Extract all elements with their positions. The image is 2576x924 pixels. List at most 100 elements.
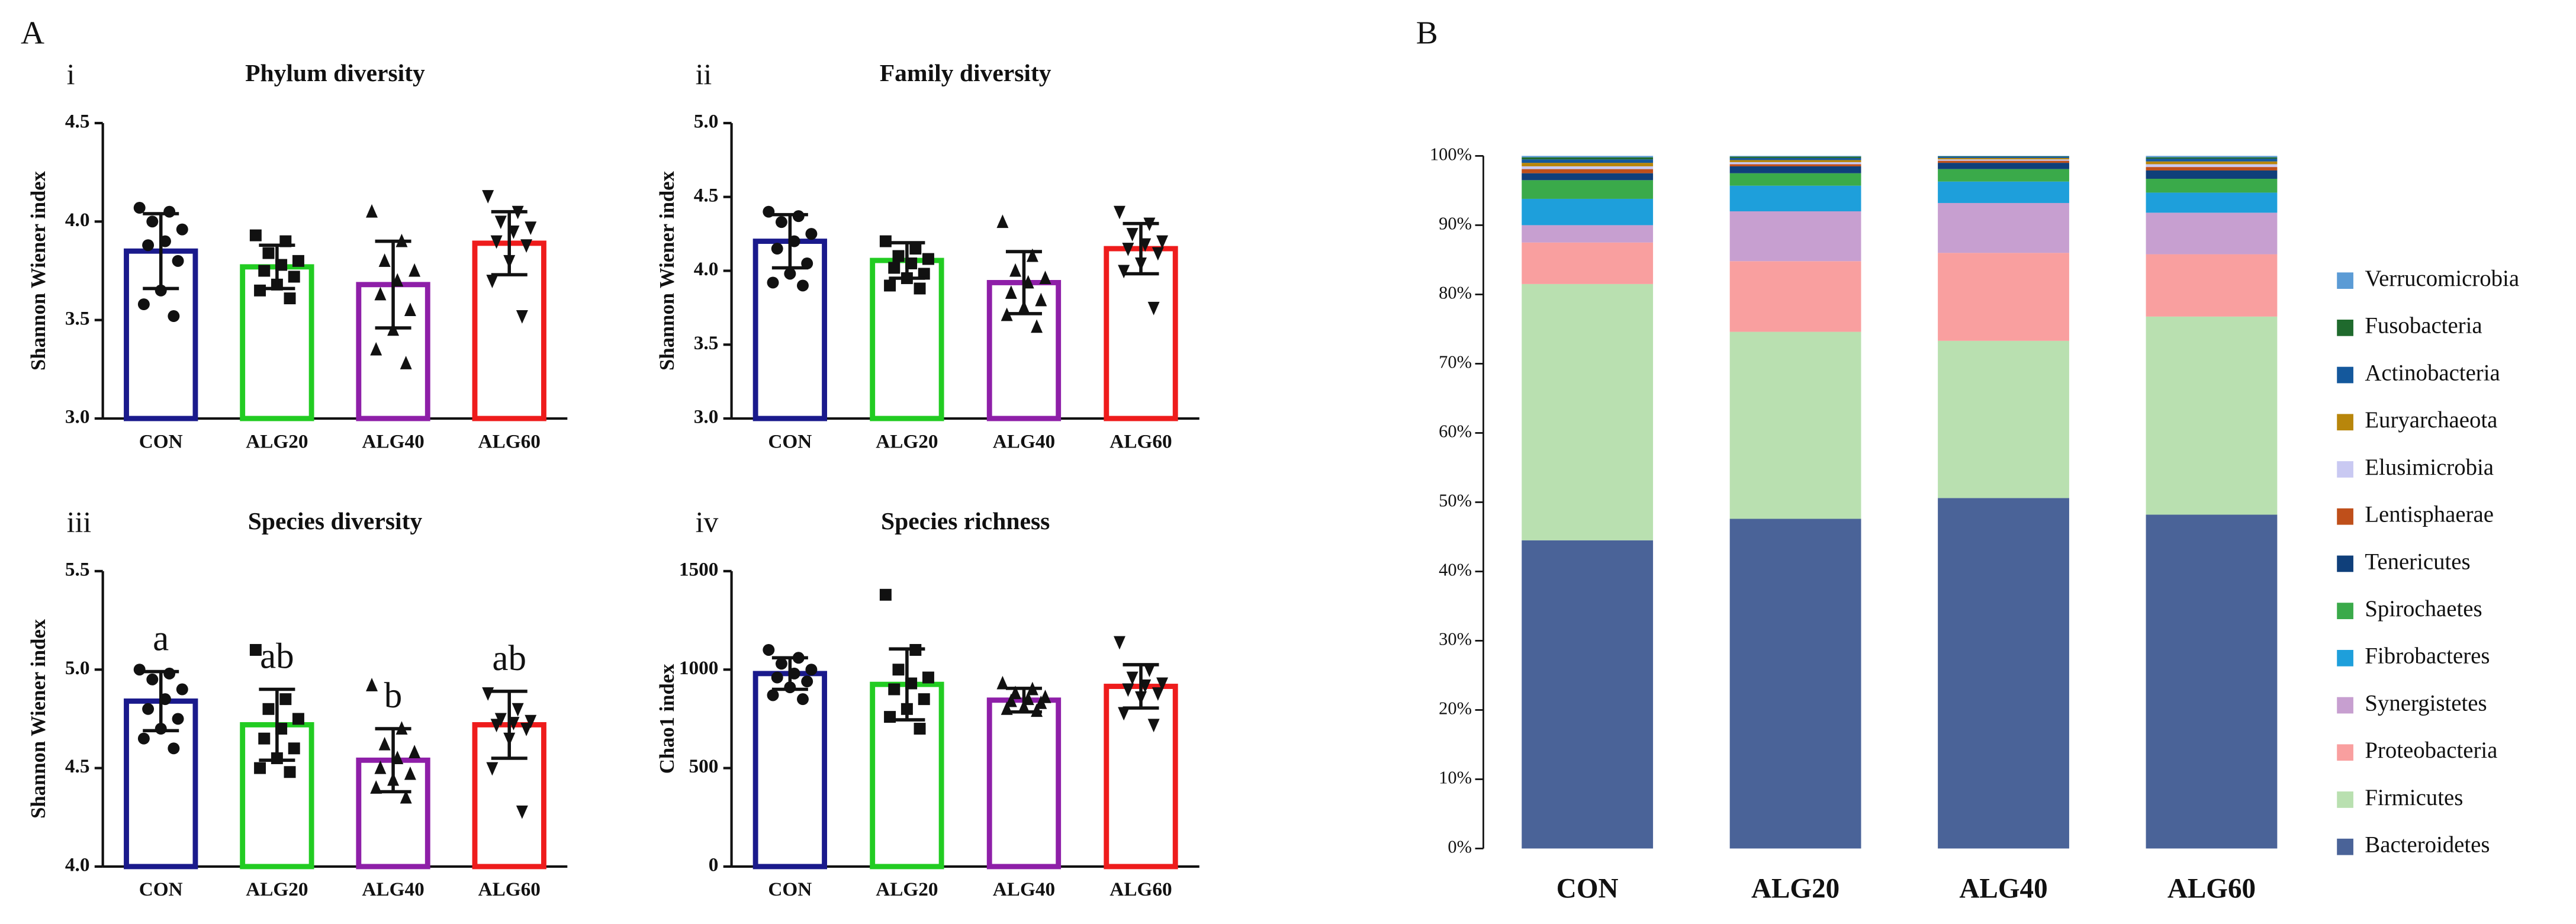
data-point: [168, 310, 180, 322]
error-bar: [491, 210, 528, 276]
data-point: [1005, 285, 1017, 299]
data-point: [767, 276, 779, 289]
error-bar: [771, 656, 808, 691]
bar-segment: [2146, 157, 2278, 159]
legend-swatch: [2337, 366, 2353, 384]
x-tick-label: ALG20: [876, 878, 938, 900]
x-tick-label: ALG60: [478, 878, 541, 900]
data-point: [763, 205, 775, 218]
bar-segment: [1522, 225, 1654, 243]
panel-label: B: [1416, 15, 1438, 51]
data-point: [254, 762, 266, 774]
x-tick-label: CON: [139, 430, 183, 452]
x-tick-label: ALG20: [246, 430, 308, 452]
data-point: [249, 643, 262, 656]
data-point: [1147, 719, 1160, 733]
legend-swatch: [2337, 649, 2353, 667]
bar-segment: [2146, 192, 2278, 213]
data-point: [254, 284, 266, 297]
legend-swatch: [2337, 414, 2353, 431]
bar-segment: [1729, 164, 1861, 166]
data-point: [775, 216, 787, 228]
data-point: [292, 713, 304, 725]
y-tick-label: 100%: [1430, 144, 1472, 164]
bar-segment: [1938, 169, 2069, 182]
data-point: [400, 790, 412, 804]
data-point: [374, 760, 387, 774]
bar-segment: [2146, 514, 2278, 849]
bar-segment: [2146, 164, 2278, 168]
legend-label: Elusimicrobia: [2365, 455, 2494, 480]
data-point: [918, 693, 930, 706]
data-point: [879, 588, 892, 601]
legend-label: Firmicutes: [2365, 785, 2463, 810]
bar-segment: [1729, 166, 1861, 173]
y-tick-label: 0: [709, 854, 719, 876]
bar-segment: [2146, 170, 2278, 179]
bar-segment: [1938, 157, 2069, 160]
y-tick-label: 4.5: [694, 184, 719, 206]
data-point: [922, 671, 934, 684]
bar-segment: [1729, 162, 1861, 165]
bar-segment: [1938, 160, 2069, 163]
bar-segment: [1522, 169, 1654, 173]
panel-label: iv: [696, 506, 719, 539]
data-point: [1143, 664, 1156, 677]
y-tick-label: 0%: [1448, 836, 1472, 857]
y-tick-label: 3.5: [694, 332, 719, 354]
figure-label: A: [21, 15, 44, 51]
y-axis-label: Shannon Wiener index: [656, 170, 678, 371]
data-point: [525, 714, 537, 729]
data-point: [494, 215, 507, 230]
bar-segment: [1729, 185, 1861, 212]
y-axis-label: Chao1 index: [656, 664, 678, 774]
error-bar: [375, 727, 411, 794]
data-point: [142, 239, 155, 252]
data-point: [288, 742, 300, 755]
data-point: [249, 229, 262, 242]
data-point: [486, 762, 499, 776]
bar-segment: [1729, 157, 1861, 160]
bar: [1104, 684, 1178, 870]
data-point: [176, 683, 188, 696]
data-point: [996, 675, 1009, 690]
bar-segment: [2146, 159, 2278, 162]
data-point: [805, 664, 818, 676]
bar-segment: [2146, 167, 2278, 170]
data-point: [258, 265, 271, 277]
legend-swatch: [2337, 319, 2353, 336]
data-point: [409, 263, 421, 277]
bar-segment: [1729, 519, 1861, 849]
data-point: [284, 766, 296, 778]
bar-segment: [1729, 261, 1861, 332]
data-point: [279, 693, 292, 706]
data-point: [1152, 687, 1164, 701]
x-tick-label: CON: [768, 430, 812, 452]
x-tick-label: ALG20: [1751, 873, 1839, 904]
bar-segment: [1522, 159, 1654, 163]
y-tick-label: 1500: [679, 559, 719, 581]
bar-segment: [1522, 163, 1654, 166]
data-point: [486, 275, 499, 288]
panel-label: ii: [696, 58, 712, 91]
data-point: [1122, 683, 1134, 697]
bar-segment: [1522, 242, 1654, 284]
data-point: [142, 703, 155, 715]
data-point: [796, 693, 809, 706]
data-point: [796, 279, 809, 292]
error-bar: [259, 243, 295, 291]
legend-label: Spirochaetes: [2365, 596, 2482, 622]
data-point: [172, 713, 184, 725]
data-point: [922, 253, 934, 265]
data-point: [258, 732, 271, 745]
bar-segment: [1729, 160, 1861, 162]
data-point: [892, 664, 905, 676]
chart-title: Species diversity: [248, 507, 423, 535]
x-tick-label: ALG40: [993, 878, 1055, 900]
data-point: [888, 683, 901, 696]
x-tick-label: ALG20: [246, 878, 308, 900]
legend-swatch: [2337, 555, 2353, 572]
bar-segment: [1522, 284, 1654, 540]
y-axis-label: Shannon Wiener index: [27, 619, 50, 819]
y-tick-label: 1000: [679, 657, 719, 679]
